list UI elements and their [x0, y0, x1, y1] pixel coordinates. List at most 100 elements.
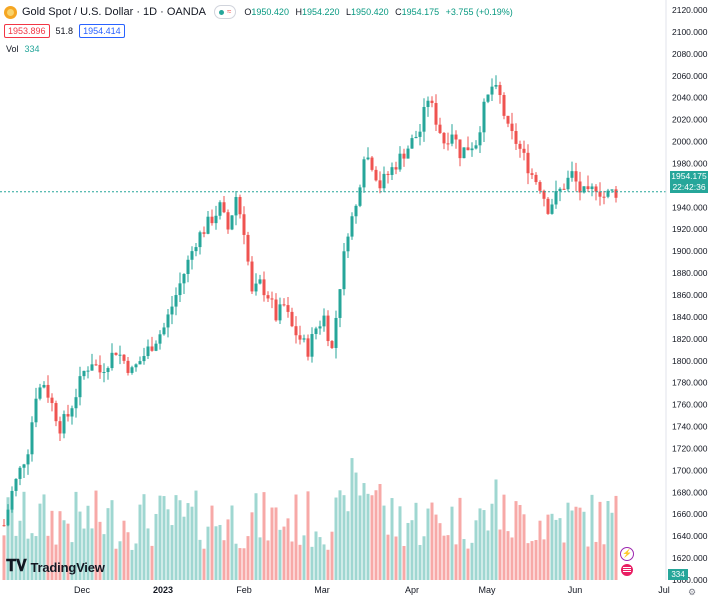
candle-body — [238, 197, 242, 215]
candle-body — [434, 103, 438, 125]
volume-bar — [106, 508, 110, 580]
candle-body — [58, 421, 62, 434]
bid-ask-row: 1953.896 51.8 1954.414 — [4, 24, 125, 38]
candle-body — [526, 152, 530, 174]
candle-body — [546, 198, 550, 214]
candle-body — [82, 370, 86, 377]
candle-body — [182, 273, 186, 284]
volume-bar — [138, 504, 142, 580]
candle-body — [294, 326, 298, 336]
candle-body — [594, 186, 598, 192]
candle-body — [534, 174, 538, 183]
spread-value: 51.8 — [55, 26, 74, 36]
volume-bar — [206, 526, 210, 580]
volume-bar — [534, 540, 538, 580]
price-tick-label: 2100.000 — [672, 27, 708, 37]
volume-bar — [358, 495, 362, 580]
us-flag-event-icon[interactable] — [620, 563, 634, 577]
volume-bar — [322, 544, 326, 580]
volume-bar — [174, 495, 178, 580]
candle-body — [542, 190, 546, 199]
price-tick-label: 1640.000 — [672, 531, 708, 541]
candle-body — [506, 115, 510, 124]
price-axis[interactable]: 1600.000 1620.000 1640.000 1660.000 1680.000… — [665, 0, 708, 585]
volume-bar — [610, 512, 614, 580]
volume-bar — [54, 544, 58, 580]
candle-body — [422, 106, 426, 132]
candle-body — [570, 171, 574, 178]
candle-body — [26, 454, 30, 465]
candle-body — [282, 304, 286, 306]
candle-body — [510, 123, 514, 132]
candle-body — [330, 341, 334, 348]
volume-bar — [186, 503, 190, 580]
candle-body — [586, 186, 590, 190]
candle-body — [214, 215, 218, 224]
volume-bar — [498, 529, 502, 580]
volume-bar — [398, 506, 402, 580]
volume-bar — [258, 537, 262, 580]
change-value: +3.755 (+0.19%) — [445, 7, 513, 17]
volume-bar — [438, 523, 442, 580]
volume-bar — [82, 528, 86, 580]
candle-body — [218, 202, 222, 216]
price-tick-label: 1660.000 — [672, 509, 708, 519]
price-tick-label: 1620.000 — [672, 553, 708, 563]
candle-body — [226, 212, 230, 230]
volume-bar — [170, 525, 174, 580]
gold-symbol-icon[interactable] — [4, 5, 17, 19]
candle-body — [274, 299, 278, 321]
volume-bar — [414, 502, 418, 580]
buy-button[interactable]: 1954.414 — [79, 24, 125, 38]
price-tick-label: 1900.000 — [672, 246, 708, 256]
price-tick-label: 1980.000 — [672, 158, 708, 168]
candle-body — [150, 346, 154, 351]
volume-bar — [22, 491, 26, 580]
candle-body — [210, 216, 214, 224]
volume-bar — [350, 458, 354, 580]
price-tick-label: 1860.000 — [672, 290, 708, 300]
volume-bar — [366, 493, 370, 580]
volume-bar — [342, 495, 346, 580]
volume-bar — [562, 542, 566, 580]
volume-legend[interactable]: Vol 334 — [6, 44, 40, 54]
volume-bar — [74, 491, 78, 580]
volume-bar — [194, 490, 198, 580]
volume-bar — [442, 535, 446, 580]
tradingview-logo[interactable]: 𝐓𝐕 TradingView — [6, 558, 105, 575]
volume-bar — [150, 545, 154, 580]
symbol-title[interactable]: Gold Spot / U.S. Dollar · 1D · OANDA — [22, 6, 206, 18]
volume-bar — [490, 503, 494, 580]
volume-bar — [546, 514, 550, 580]
candle-body — [338, 289, 342, 318]
market-status-pill[interactable]: ≈ — [214, 5, 237, 19]
goto-settings-icon[interactable]: ⚙ — [688, 587, 697, 597]
volume-bars — [2, 458, 618, 580]
time-axis[interactable]: Dec 2023 Feb Mar Apr May Jun Jul — [74, 585, 670, 595]
volume-bar — [582, 511, 586, 580]
candle-body — [582, 186, 586, 193]
candle-body — [278, 304, 282, 321]
volume-bar — [482, 510, 486, 580]
volume-bar — [294, 494, 298, 580]
volume-bar — [42, 494, 46, 580]
volume-bar — [118, 541, 122, 580]
price-tick-label: 1700.000 — [672, 465, 708, 475]
volume-bar — [526, 543, 530, 580]
candle-body — [62, 414, 66, 434]
volume-bar — [14, 535, 18, 580]
lightning-event-icon[interactable]: ⚡ — [620, 547, 634, 561]
volume-bar — [134, 543, 138, 580]
volume-bar — [522, 514, 526, 580]
volume-bar — [274, 507, 278, 580]
candle-body — [266, 295, 270, 299]
volume-bar — [478, 508, 482, 580]
candle-body — [530, 173, 534, 175]
volume-bar — [222, 540, 226, 580]
candle-body — [154, 343, 158, 351]
volume-bar — [94, 490, 98, 580]
sell-button[interactable]: 1953.896 — [4, 24, 50, 38]
legend-header: Gold Spot / U.S. Dollar · 1D · OANDA ≈ O… — [4, 3, 517, 21]
candle-body — [490, 86, 494, 95]
